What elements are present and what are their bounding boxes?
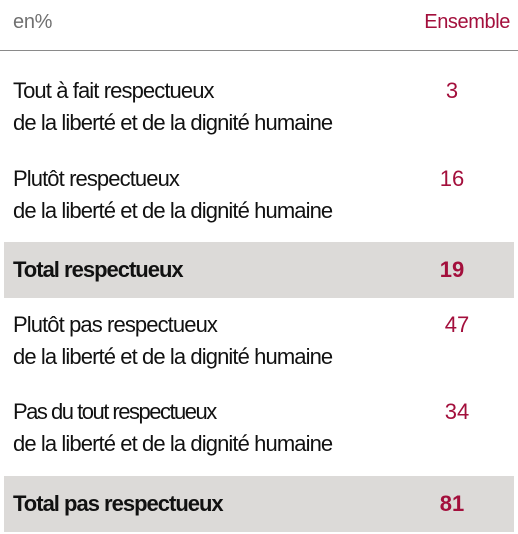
row-label: Plutôt pas respectueux de la liberté et … — [13, 309, 333, 373]
table-header: en% Ensemble — [0, 0, 518, 51]
row-value: 16 — [439, 166, 465, 191]
row-label: Tout à fait respectueux de la liberté et… — [13, 75, 333, 139]
total-row: Total respectueux 19 — [4, 242, 514, 298]
total-value: 19 — [439, 257, 465, 282]
row-label-line2: de la liberté et de la dignité humaine — [13, 110, 333, 135]
row-label: Pas du tout respectueux de la liberté et… — [13, 396, 333, 460]
row-value: 47 — [444, 312, 470, 337]
total-label: Total pas respectueux — [13, 491, 224, 516]
table-row: Plutôt respectueux de la liberté et de l… — [4, 160, 514, 228]
row-value: 34 — [444, 399, 470, 424]
row-label: Plutôt respectueux de la liberté et de l… — [13, 163, 333, 227]
total-value: 81 — [439, 491, 465, 516]
row-value: 3 — [445, 78, 459, 103]
table-row: Tout à fait respectueux de la liberté et… — [4, 72, 514, 140]
unit-label: en% — [13, 11, 53, 33]
table-row: Plutôt pas respectueux de la liberté et … — [4, 306, 514, 374]
column-header-ensemble: Ensemble — [424, 11, 510, 33]
row-label-line2: de la liberté et de la dignité humaine — [13, 431, 333, 456]
row-label-line1: Plutôt respectueux — [13, 166, 180, 191]
row-label-line1: Pas du tout respectueux — [13, 399, 217, 424]
total-label: Total respectueux — [13, 257, 184, 282]
row-label-line1: Tout à fait respectueux — [13, 78, 215, 103]
total-row: Total pas respectueux 81 — [4, 476, 514, 532]
row-label-line2: de la liberté et de la dignité humaine — [13, 198, 333, 223]
row-label-line2: de la liberté et de la dignité humaine — [13, 344, 333, 369]
table-row: Pas du tout respectueux de la liberté et… — [4, 393, 514, 461]
row-label-line1: Plutôt pas respectueux — [13, 312, 218, 337]
